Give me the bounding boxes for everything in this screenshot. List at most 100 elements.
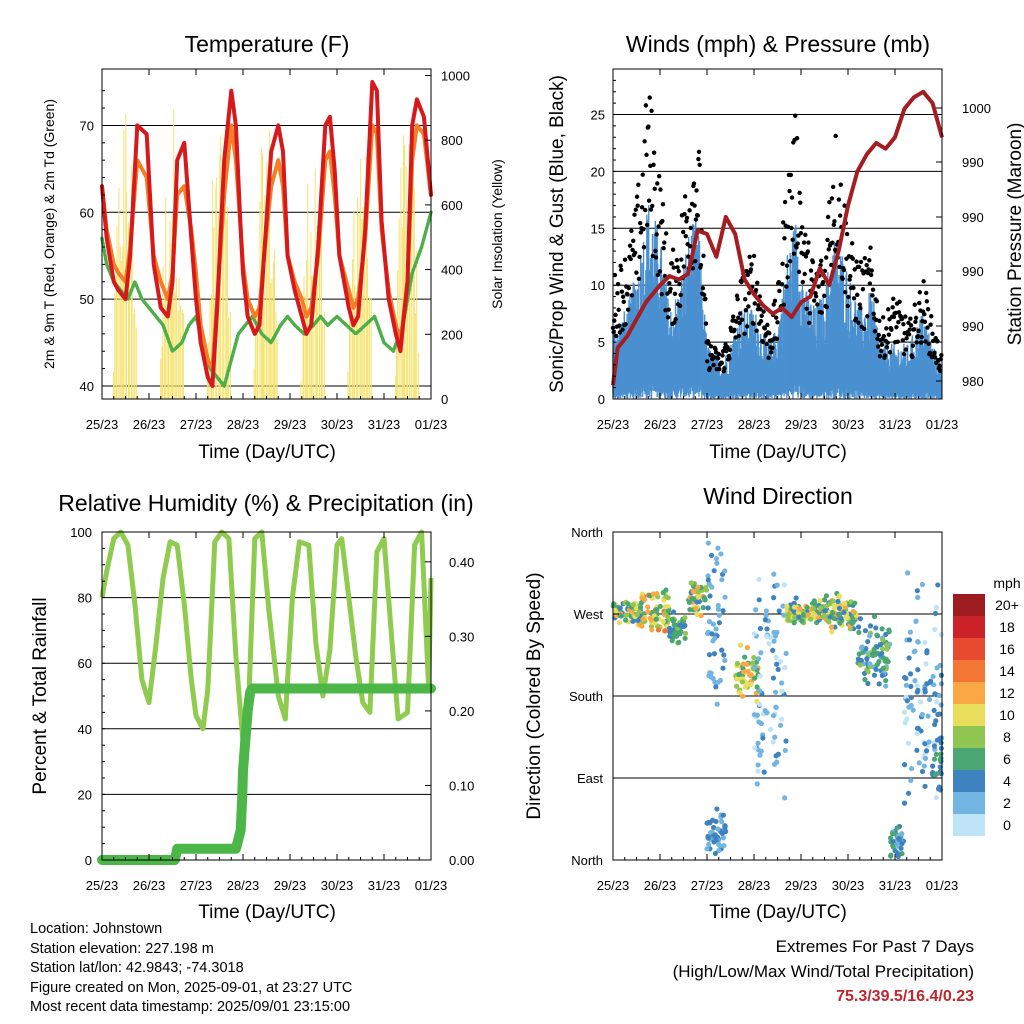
gust-point xyxy=(884,345,890,350)
direction-point xyxy=(722,657,728,664)
direction-point xyxy=(924,650,930,656)
direction-point xyxy=(649,627,655,633)
gust-point xyxy=(735,296,740,302)
gust-point xyxy=(824,304,830,310)
gust-point xyxy=(794,245,799,250)
gust-point xyxy=(687,243,693,249)
gust-point xyxy=(779,282,785,287)
gust-point xyxy=(722,366,727,371)
gust-point xyxy=(695,213,700,218)
gust-point xyxy=(684,215,690,221)
gust-point xyxy=(871,311,876,317)
legend-swatch xyxy=(953,638,985,660)
recent-timestamp: Most recent data timestamp: 2025/09/01 2… xyxy=(30,999,351,1015)
winds-ytick-label: 20 xyxy=(591,164,605,179)
gust-point xyxy=(621,299,626,305)
gust-point xyxy=(923,339,928,344)
gust-point xyxy=(688,225,694,231)
winds-ytick-label: 25 xyxy=(591,108,605,123)
gust-point xyxy=(903,347,909,352)
direction-point xyxy=(901,709,908,715)
gust-point xyxy=(877,318,882,324)
gust-point xyxy=(913,315,919,321)
direction-point xyxy=(932,691,938,697)
gust-point xyxy=(800,279,806,285)
direction-xtick-label: 30/23 xyxy=(832,878,865,893)
direction-point xyxy=(915,667,921,673)
direction-point xyxy=(915,639,921,645)
direction-point xyxy=(898,845,904,852)
direction-point xyxy=(744,661,750,667)
gust-point xyxy=(849,241,855,246)
direction-point xyxy=(755,740,761,746)
direction-point xyxy=(862,676,868,683)
gust-point xyxy=(925,307,931,312)
direction-point xyxy=(716,841,722,847)
gust-point xyxy=(687,208,692,213)
direction-point xyxy=(630,602,636,608)
direction-point xyxy=(671,622,677,628)
direction-xlabel: Time (Day/UTC) xyxy=(709,902,847,923)
direction-point xyxy=(757,701,763,707)
gust-point xyxy=(838,182,843,187)
gust-point xyxy=(617,323,622,328)
humidity-xtick-label: 30/23 xyxy=(321,878,354,893)
precip-ytick-label: 0.20 xyxy=(449,704,474,719)
solar-ytick-label: 800 xyxy=(441,133,463,148)
gust-point xyxy=(890,305,895,310)
gust-point xyxy=(907,327,912,332)
direction-point xyxy=(856,629,862,636)
direction-point xyxy=(756,576,762,583)
gust-point xyxy=(641,226,646,232)
gust-point xyxy=(744,268,749,274)
gust-point xyxy=(620,294,626,299)
humidity-title: Relative Humidity (%) & Precipitation (i… xyxy=(58,490,473,516)
solar-ytick-label: 1000 xyxy=(441,68,470,83)
direction-point xyxy=(670,609,677,615)
direction-point xyxy=(914,683,920,689)
direction-point xyxy=(718,818,725,825)
gust-point xyxy=(886,332,892,337)
gust-point xyxy=(618,263,623,269)
gust-point xyxy=(910,343,916,348)
gust-point xyxy=(697,162,702,167)
gust-point xyxy=(638,220,643,226)
gust-point xyxy=(743,307,749,313)
humidity-xlabel: Time (Day/UTC) xyxy=(198,902,336,923)
direction-point xyxy=(675,630,681,636)
direction-point xyxy=(742,684,748,690)
direction-point xyxy=(855,624,862,630)
temperature-series xyxy=(100,80,433,388)
gust-point xyxy=(854,259,859,264)
legend-swatch xyxy=(953,814,985,836)
direction-point xyxy=(936,692,943,699)
gust-point xyxy=(904,336,909,341)
direction-point xyxy=(791,604,798,610)
direction-point xyxy=(932,626,938,633)
gust-point xyxy=(749,262,754,267)
legend-swatch xyxy=(953,660,985,682)
direction-point xyxy=(865,638,871,645)
direction-point xyxy=(876,681,882,687)
direction-point xyxy=(751,675,758,681)
solar-ytick-label: 200 xyxy=(441,327,463,342)
gust-point xyxy=(791,251,797,256)
gust-point xyxy=(868,272,874,278)
direction-point xyxy=(722,594,728,600)
gust-point xyxy=(646,124,651,129)
humidity-xtick-label: 31/23 xyxy=(368,878,401,893)
direction-point xyxy=(934,665,940,671)
gust-point xyxy=(671,265,676,270)
legend-label: 6 xyxy=(1003,751,1011,767)
direction-point xyxy=(890,838,896,845)
precip-ytick-label: 0.00 xyxy=(449,853,474,868)
direction-point xyxy=(883,677,889,684)
gust-point xyxy=(910,354,915,360)
gust-point xyxy=(816,284,821,289)
direction-point xyxy=(886,627,892,633)
gust-point xyxy=(939,352,944,358)
gust-point xyxy=(802,271,807,277)
gust-point xyxy=(894,324,899,330)
direction-axes: North East South West North 25/23 26/23 27/23 28… xyxy=(569,525,958,893)
gust-point xyxy=(658,187,663,192)
